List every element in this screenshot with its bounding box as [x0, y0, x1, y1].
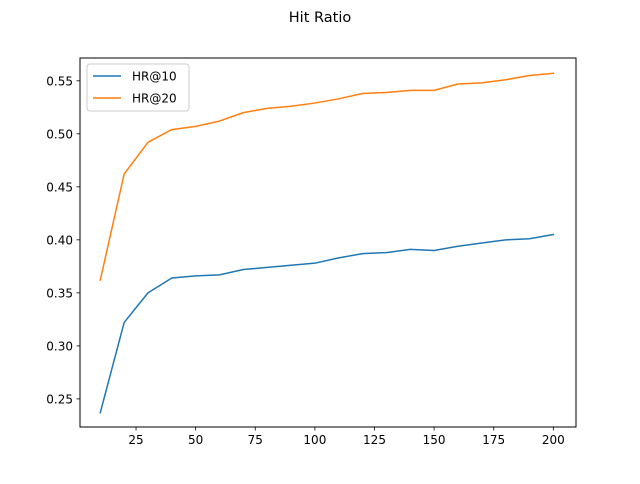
y-tick-label: 0.50	[46, 127, 73, 141]
y-tick-label: 0.45	[46, 180, 73, 194]
series-line-1	[99, 233, 555, 414]
legend-label-2: HR@20	[132, 92, 177, 106]
y-axis: 0.25 0.30 0.35 0.40 0.45 0.50 0.55	[46, 74, 80, 406]
x-tick-label: 150	[423, 433, 446, 447]
y-tick-label: 0.35	[46, 286, 73, 300]
x-tick-label: 100	[303, 433, 326, 447]
x-tick-label: 25	[128, 433, 143, 447]
x-tick-label: 125	[363, 433, 386, 447]
y-tick-label: 0.55	[46, 74, 73, 88]
series-line-2	[99, 72, 555, 282]
plot-area	[99, 72, 555, 414]
x-tick-label: 75	[248, 433, 263, 447]
y-tick-label: 0.40	[46, 233, 73, 247]
legend-label-1: HR@10	[132, 70, 177, 84]
x-tick-label: 200	[542, 433, 565, 447]
y-tick-label: 0.25	[46, 392, 73, 406]
x-tick-label: 175	[482, 433, 505, 447]
x-axis: 25 50 75 100 125 150 175 200	[128, 427, 565, 447]
x-tick-label: 50	[188, 433, 203, 447]
chart-title: Hit Ratio	[289, 10, 352, 26]
legend: HR@10 HR@20	[86, 63, 190, 112]
y-tick-label: 0.30	[46, 339, 73, 353]
axes-frame	[79, 57, 577, 428]
